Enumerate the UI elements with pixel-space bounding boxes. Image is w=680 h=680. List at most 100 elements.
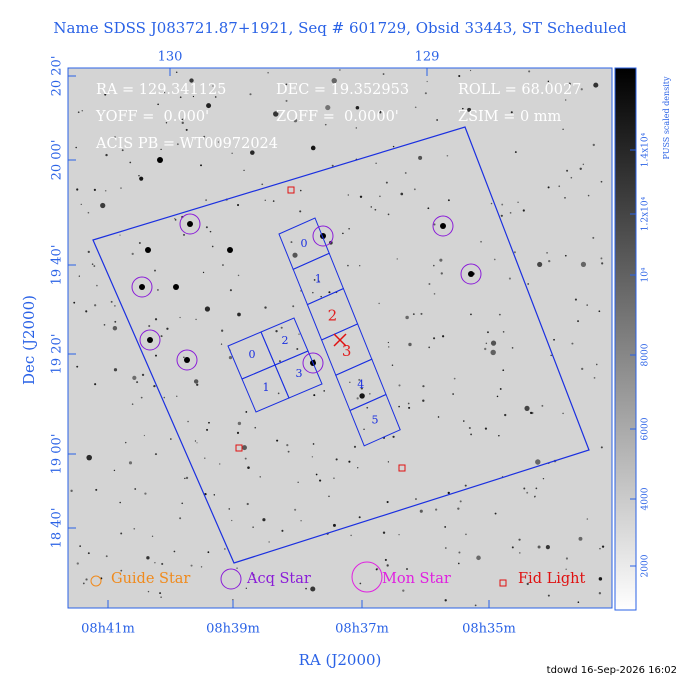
- star: [305, 587, 307, 590]
- star: [245, 411, 248, 413]
- star: [85, 310, 88, 313]
- star: [87, 250, 90, 253]
- star: [514, 151, 517, 153]
- fid-light: [398, 464, 406, 472]
- star: [261, 183, 264, 186]
- star: [342, 232, 344, 235]
- star: [76, 562, 79, 565]
- star: [187, 420, 189, 423]
- star: [469, 69, 472, 72]
- star: [375, 162, 377, 164]
- star: [139, 176, 144, 181]
- star: [195, 318, 197, 321]
- star: [154, 318, 158, 321]
- star: [315, 473, 318, 476]
- star: [593, 377, 596, 379]
- star: [218, 463, 221, 465]
- star: [586, 304, 588, 306]
- star: [174, 218, 177, 221]
- star: [205, 226, 208, 229]
- star: [419, 509, 423, 513]
- star: [133, 527, 136, 530]
- star: [405, 315, 409, 320]
- star: [355, 106, 360, 110]
- star: [254, 426, 257, 429]
- legend-acq: Acq Star: [246, 571, 311, 587]
- star: [318, 280, 320, 283]
- star: [131, 252, 134, 256]
- top-tick-label: 130: [158, 50, 183, 65]
- star: [382, 531, 386, 534]
- star: [427, 207, 430, 210]
- star: [252, 526, 254, 528]
- star: [264, 199, 266, 202]
- star: [504, 413, 507, 417]
- star: [237, 274, 240, 277]
- star: [511, 347, 514, 349]
- star: [444, 526, 447, 528]
- star: [398, 405, 400, 408]
- star: [131, 403, 134, 405]
- info-ra: RA = 129.341125: [96, 82, 226, 98]
- star: [267, 71, 269, 74]
- star: [379, 195, 381, 198]
- star: [242, 445, 247, 451]
- acq-star: [432, 215, 454, 237]
- star: [297, 481, 299, 484]
- bright-star: [227, 247, 233, 253]
- star: [93, 265, 96, 267]
- star: [196, 442, 198, 444]
- star: [202, 271, 205, 274]
- colorbar-label: 8000: [641, 343, 651, 366]
- star: [599, 547, 601, 550]
- star: [236, 567, 238, 569]
- star: [441, 335, 445, 338]
- star: [462, 107, 464, 110]
- star: [176, 395, 178, 397]
- star: [190, 564, 193, 567]
- star: [94, 383, 97, 386]
- star: [319, 479, 322, 482]
- star: [541, 404, 544, 407]
- star: [94, 304, 97, 307]
- star: [312, 291, 314, 294]
- fid-light: [235, 444, 243, 452]
- star: [407, 402, 410, 405]
- star: [518, 538, 521, 541]
- star: [548, 259, 551, 263]
- star: [498, 435, 500, 437]
- star: [577, 320, 580, 323]
- star: [243, 169, 245, 172]
- star: [370, 206, 372, 208]
- star: [85, 578, 88, 581]
- star: [517, 201, 519, 203]
- star: [250, 150, 255, 155]
- star: [181, 118, 185, 121]
- star: [510, 111, 513, 114]
- star: [194, 440, 197, 442]
- star: [143, 434, 146, 437]
- star: [153, 384, 156, 388]
- star: [332, 523, 336, 527]
- star: [398, 384, 401, 387]
- bottom-tick-label: 08h39m: [206, 622, 260, 637]
- star: [547, 594, 550, 597]
- acq-star: [131, 276, 153, 298]
- star: [228, 508, 231, 510]
- star: [369, 393, 371, 395]
- star: [120, 532, 123, 535]
- star: [359, 195, 363, 198]
- star: [593, 82, 599, 88]
- star: [140, 396, 143, 399]
- star: [222, 264, 224, 266]
- star: [313, 279, 316, 281]
- left-tick-label: 20 20': [50, 56, 65, 97]
- bright-star: [139, 284, 145, 290]
- star: [587, 194, 590, 197]
- star: [524, 405, 530, 411]
- acis-s-chip: [349, 393, 401, 447]
- star: [120, 187, 122, 189]
- star: [382, 73, 385, 75]
- star: [444, 547, 447, 549]
- star: [224, 548, 226, 550]
